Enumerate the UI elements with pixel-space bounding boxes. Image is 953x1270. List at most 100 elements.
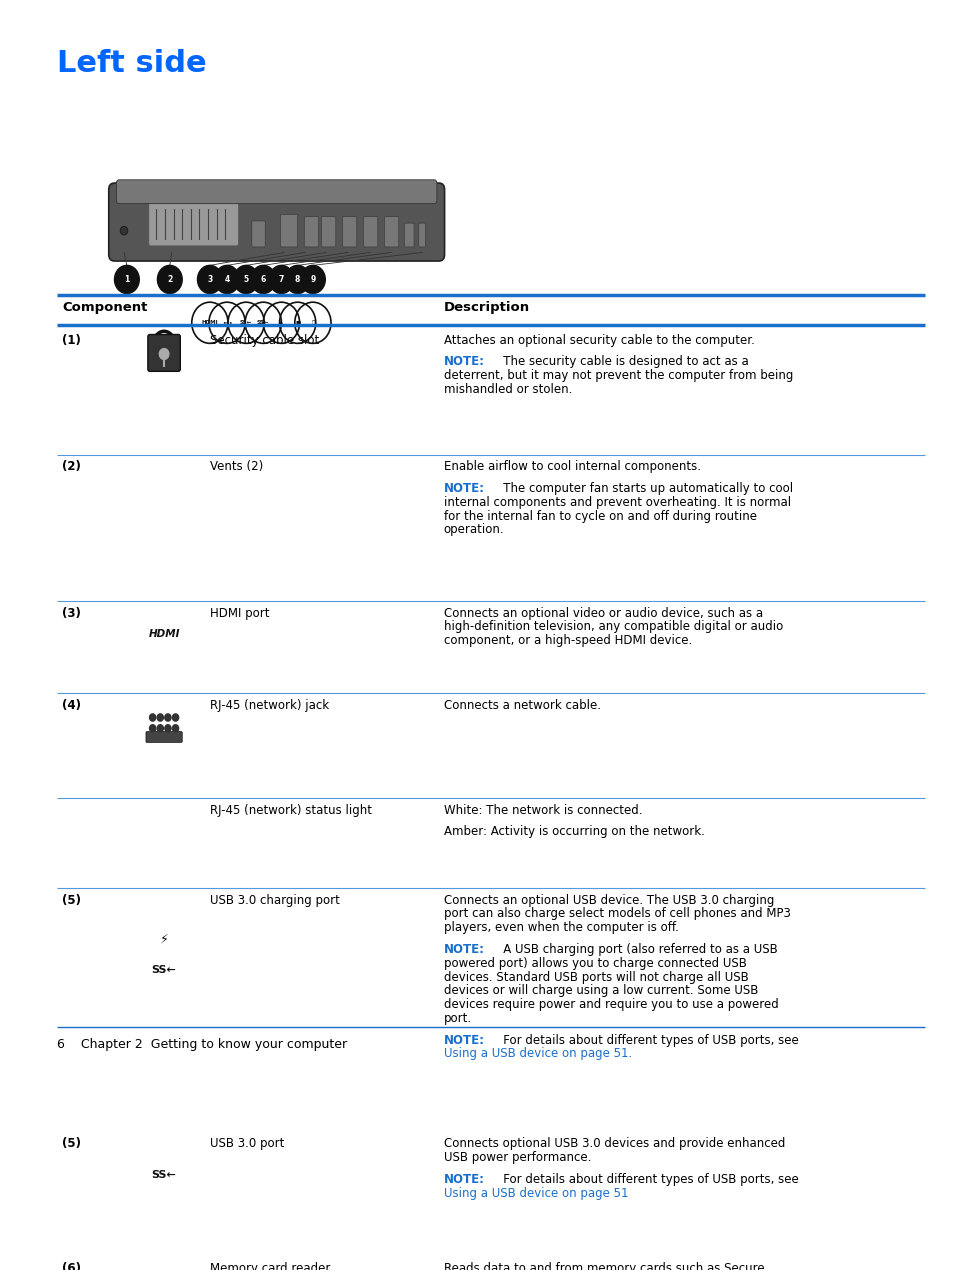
Text: USB 3.0 port: USB 3.0 port (210, 1138, 284, 1151)
Text: A USB charging port (also referred to as a USB: A USB charging port (also referred to as… (492, 942, 778, 956)
Text: component, or a high-speed HDMI device.: component, or a high-speed HDMI device. (443, 634, 691, 648)
Text: (2): (2) (62, 460, 81, 474)
Text: HDMI: HDMI (148, 629, 180, 639)
Text: HDMI: HDMI (201, 320, 218, 325)
Circle shape (172, 724, 179, 733)
FancyBboxPatch shape (384, 217, 398, 246)
Text: Left side: Left side (57, 48, 207, 77)
Text: Connects a network cable.: Connects a network cable. (443, 698, 600, 711)
Text: Using a USB device on page 51: Using a USB device on page 51 (443, 1186, 627, 1199)
Text: deterrent, but it may not prevent the computer from being: deterrent, but it may not prevent the co… (443, 370, 792, 382)
Text: RJ-45 (network) status light: RJ-45 (network) status light (210, 804, 372, 817)
Text: for the internal fan to cycle on and off during routine: for the internal fan to cycle on and off… (443, 509, 756, 522)
Circle shape (285, 265, 310, 293)
Circle shape (149, 714, 156, 721)
Text: Memory card reader: Memory card reader (210, 1262, 330, 1270)
Circle shape (197, 265, 222, 293)
Text: White: The network is connected.: White: The network is connected. (443, 804, 641, 817)
Text: internal components and prevent overheating. It is normal: internal components and prevent overheat… (443, 495, 790, 509)
Text: (1): (1) (62, 334, 81, 347)
Text: 2: 2 (167, 274, 172, 284)
Circle shape (159, 348, 169, 359)
Circle shape (233, 265, 258, 293)
FancyBboxPatch shape (404, 224, 414, 246)
Text: Connects an optional video or audio device, such as a: Connects an optional video or audio devi… (443, 607, 762, 620)
FancyBboxPatch shape (116, 180, 436, 203)
Text: port.: port. (443, 1012, 471, 1025)
Text: NOTE:: NOTE: (443, 356, 484, 368)
Text: Reads data to and from memory cards such as Secure: Reads data to and from memory cards such… (443, 1262, 763, 1270)
Text: devices require power and require you to use a powered: devices require power and require you to… (443, 998, 778, 1011)
Text: devices or will charge using a low current. Some USB: devices or will charge using a low curre… (443, 984, 758, 997)
Text: powered port) allows you to charge connected USB: powered port) allows you to charge conne… (443, 956, 745, 970)
Text: The security cable is designed to act as a: The security cable is designed to act as… (492, 356, 748, 368)
FancyBboxPatch shape (321, 217, 335, 246)
Text: NOTE:: NOTE: (443, 942, 484, 956)
Circle shape (251, 265, 275, 293)
Text: Connects an optional USB device. The USB 3.0 charging: Connects an optional USB device. The USB… (443, 894, 773, 907)
Text: Connects optional USB 3.0 devices and provide enhanced: Connects optional USB 3.0 devices and pr… (443, 1138, 784, 1151)
Text: Security cable slot: Security cable slot (210, 334, 319, 347)
Text: Using a USB device on page 51.: Using a USB device on page 51. (443, 1048, 631, 1060)
Text: high-definition television, any compatible digital or audio: high-definition television, any compatib… (443, 621, 782, 634)
Circle shape (214, 265, 239, 293)
Text: 1: 1 (124, 274, 130, 284)
Text: •••: ••• (221, 320, 233, 325)
FancyBboxPatch shape (363, 217, 377, 246)
Circle shape (300, 265, 325, 293)
Text: (5): (5) (62, 894, 81, 907)
Circle shape (114, 265, 139, 293)
Text: Component: Component (62, 301, 147, 314)
Text: Description: Description (443, 301, 529, 314)
Circle shape (156, 714, 164, 721)
Circle shape (156, 724, 164, 733)
Text: 7: 7 (278, 274, 284, 284)
Text: For details about different types of USB ports, see: For details about different types of USB… (492, 1034, 799, 1046)
FancyBboxPatch shape (149, 202, 238, 246)
Text: (6): (6) (62, 1262, 81, 1270)
Text: Attaches an optional security cable to the computer.: Attaches an optional security cable to t… (443, 334, 754, 347)
Text: The computer fan starts up automatically to cool: The computer fan starts up automatically… (492, 481, 793, 495)
Text: 3: 3 (207, 274, 213, 284)
Circle shape (172, 714, 179, 721)
Text: operation.: operation. (443, 523, 504, 536)
Text: 6: 6 (260, 274, 266, 284)
Circle shape (164, 724, 172, 733)
Text: mishandled or stolen.: mishandled or stolen. (443, 382, 572, 396)
Text: ⏻: ⏻ (311, 320, 314, 325)
FancyBboxPatch shape (252, 221, 265, 246)
Text: ⚡: ⚡ (159, 933, 169, 946)
Circle shape (149, 724, 156, 733)
Text: SS←: SS← (152, 965, 176, 975)
Text: SS←: SS← (152, 1171, 176, 1180)
Text: HDMI port: HDMI port (210, 607, 269, 620)
Text: (5): (5) (62, 1138, 81, 1151)
Text: ■: ■ (294, 320, 300, 325)
Text: RJ-45 (network) jack: RJ-45 (network) jack (210, 698, 329, 711)
FancyBboxPatch shape (418, 224, 425, 246)
Text: 6    Chapter 2  Getting to know your computer: 6 Chapter 2 Getting to know your compute… (57, 1038, 347, 1050)
Text: (4): (4) (62, 698, 81, 711)
Text: USB power performance.: USB power performance. (443, 1151, 590, 1165)
Text: 9: 9 (310, 274, 315, 284)
Text: For details about different types of USB ports, see: For details about different types of USB… (492, 1172, 799, 1186)
FancyBboxPatch shape (146, 732, 182, 743)
Text: Enable airflow to cool internal components.: Enable airflow to cool internal componen… (443, 460, 700, 474)
Circle shape (269, 265, 294, 293)
Text: ▲: ▲ (279, 320, 283, 325)
Text: USB 3.0 charging port: USB 3.0 charging port (210, 894, 339, 907)
Circle shape (120, 226, 128, 235)
Text: NOTE:: NOTE: (443, 1172, 484, 1186)
Text: Amber: Activity is occurring on the network.: Amber: Activity is occurring on the netw… (443, 826, 703, 838)
Text: SS←: SS← (257, 320, 269, 325)
Text: (3): (3) (62, 607, 81, 620)
FancyBboxPatch shape (109, 183, 444, 262)
FancyBboxPatch shape (148, 334, 180, 371)
Text: players, even when the computer is off.: players, even when the computer is off. (443, 921, 678, 935)
Circle shape (164, 714, 172, 721)
Text: SS←: SS← (240, 320, 252, 325)
Text: 8: 8 (294, 274, 300, 284)
Text: port can also charge select models of cell phones and MP3: port can also charge select models of ce… (443, 908, 790, 921)
FancyBboxPatch shape (280, 215, 297, 246)
Text: 4: 4 (224, 274, 230, 284)
